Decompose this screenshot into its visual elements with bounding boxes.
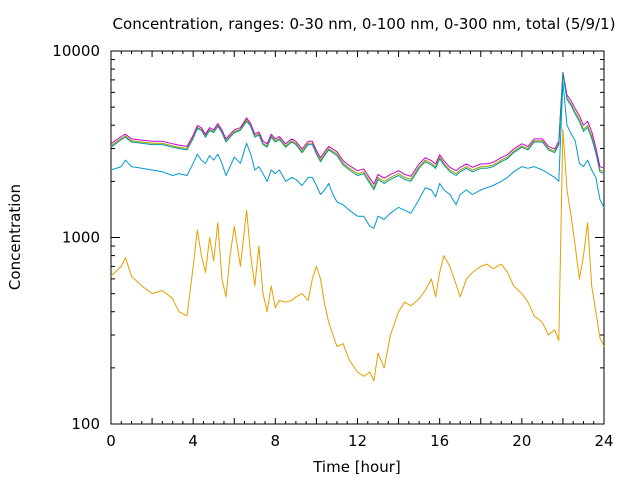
series-lines: [110, 71, 605, 382]
axis-ticks: [110, 50, 605, 425]
series-line-3: [110, 72, 605, 191]
series-line-1: [110, 73, 605, 189]
series-line-2: [110, 71, 605, 185]
x-tick-label: 0: [106, 432, 116, 450]
x-tick-labels: 0 4 8 12 16 20 24: [106, 432, 613, 450]
x-tick-label: 20: [512, 432, 531, 450]
plot-frame: [110, 50, 605, 425]
series-line-4: [110, 81, 605, 229]
x-tick-label: 8: [271, 432, 281, 450]
series-line-5: [110, 128, 605, 382]
y-axis-label: Concentration: [6, 184, 24, 290]
x-tick-label: 24: [594, 432, 613, 450]
x-tick-label: 12: [348, 432, 367, 450]
y-tick-labels: 100 1000 10000: [52, 42, 100, 433]
y-tick-label: 100: [71, 415, 100, 433]
x-axis-label: Time [hour]: [312, 458, 401, 476]
y-tick-label: 10000: [52, 42, 100, 60]
chart-title: Concentration, ranges: 0-30 nm, 0-100 nm…: [113, 15, 616, 33]
y-tick-label: 1000: [62, 229, 100, 247]
x-tick-label: 4: [188, 432, 198, 450]
x-tick-label: 16: [430, 432, 449, 450]
